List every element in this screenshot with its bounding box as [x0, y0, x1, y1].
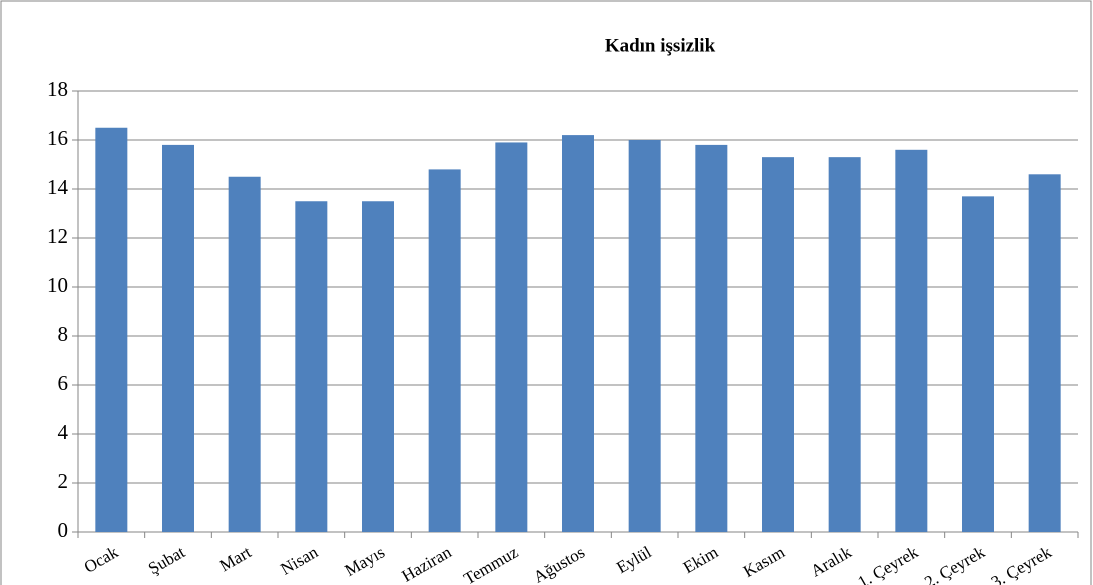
bar: [228, 176, 261, 532]
y-tick-label: 4: [58, 420, 69, 444]
bar: [495, 142, 528, 532]
y-tick-label: 6: [58, 371, 69, 395]
bar: [695, 144, 728, 532]
bar: [762, 157, 794, 532]
y-tick-label: 16: [47, 126, 68, 150]
y-tick-label: 10: [47, 273, 68, 297]
y-tick-label: 14: [47, 175, 69, 199]
bar: [295, 201, 328, 532]
bar: [895, 149, 928, 533]
y-tick-label: 0: [58, 518, 69, 542]
y-tick-label: 12: [47, 224, 68, 248]
bar: [162, 144, 194, 532]
bar: [428, 169, 461, 532]
bar: [562, 135, 594, 532]
y-tick-label: 8: [58, 322, 69, 346]
bar: [1028, 174, 1061, 533]
bar: [962, 196, 994, 532]
y-tick-label: 18: [47, 77, 68, 101]
chart-title: Kadın işsizlik: [605, 35, 716, 56]
bar: [95, 127, 128, 532]
bar: [362, 201, 394, 532]
bar: [828, 157, 861, 532]
y-tick-label: 2: [58, 469, 69, 493]
bar: [628, 140, 661, 532]
